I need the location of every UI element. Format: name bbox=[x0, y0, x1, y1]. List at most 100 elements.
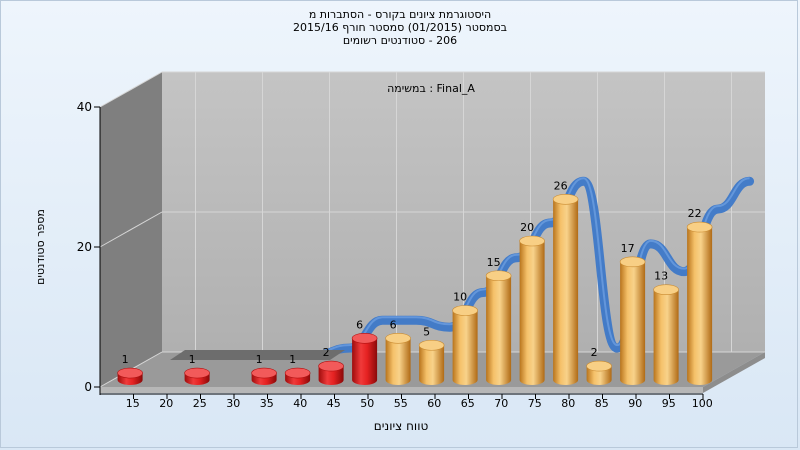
bar: 6 bbox=[385, 318, 411, 385]
trend-ribbon bbox=[170, 176, 755, 360]
x-tick-label: 60 bbox=[427, 397, 441, 410]
bar: 22 bbox=[686, 207, 713, 385]
x-tick-label: 90 bbox=[628, 397, 642, 410]
x-tick-label: 30 bbox=[226, 397, 240, 410]
bar-top bbox=[184, 367, 210, 379]
bar: 5 bbox=[418, 325, 445, 385]
x-tick-label: 25 bbox=[193, 397, 207, 410]
bar-value-label: 22 bbox=[688, 207, 702, 220]
bar-top bbox=[519, 235, 545, 247]
bar-top bbox=[251, 367, 277, 379]
bar-top bbox=[619, 256, 646, 268]
bar: 13 bbox=[653, 270, 679, 385]
bar-body bbox=[519, 241, 545, 385]
chart-title-line-1: היסטוגרמת ציונים בקורס - הסתברות מ bbox=[308, 8, 492, 21]
x-tick-label: 100 bbox=[692, 397, 713, 410]
bar-top bbox=[284, 367, 311, 379]
bar-body bbox=[385, 338, 411, 385]
bar-body bbox=[653, 289, 679, 385]
x-tick-label: 35 bbox=[260, 397, 274, 410]
y-tick-label: 0 bbox=[84, 380, 92, 394]
bar-body bbox=[419, 345, 445, 385]
bar-top bbox=[485, 270, 512, 282]
bar: 1 bbox=[284, 353, 311, 385]
chart-subtitle: Final_A : במשימה bbox=[387, 82, 475, 95]
bar-value-label: 1 bbox=[122, 353, 129, 366]
bar-top bbox=[586, 360, 612, 372]
bar-top bbox=[117, 367, 143, 379]
bar-body bbox=[452, 310, 478, 385]
bar-value-label: 2 bbox=[591, 346, 598, 359]
bar: 10 bbox=[452, 291, 478, 385]
trend-line-highlight bbox=[315, 177, 750, 354]
bar-body bbox=[553, 199, 579, 385]
baseline-shelf bbox=[170, 350, 345, 360]
bar-value-label: 2 bbox=[323, 346, 330, 359]
bar-body bbox=[352, 338, 378, 385]
x-tick-label: 40 bbox=[293, 397, 307, 410]
floor-right-edge bbox=[703, 352, 765, 393]
bar-value-label: 1 bbox=[189, 353, 196, 366]
bar-value-label: 1 bbox=[289, 353, 296, 366]
bar-top bbox=[385, 332, 411, 344]
bar-top bbox=[351, 332, 378, 344]
x-tick-label: 75 bbox=[528, 397, 542, 410]
x-tick-label: 95 bbox=[662, 397, 676, 410]
x-tick-label: 50 bbox=[360, 397, 374, 410]
bar-body bbox=[586, 366, 612, 385]
bar-top bbox=[418, 339, 445, 351]
x-tick-label: 55 bbox=[394, 397, 408, 410]
x-tick-label: 80 bbox=[561, 397, 575, 410]
bar: 1 bbox=[117, 353, 143, 385]
bar-value-label: 20 bbox=[520, 221, 534, 234]
bar-value-label: 10 bbox=[453, 291, 467, 304]
bar-top bbox=[686, 221, 713, 233]
y-axis-title: מספר סטודנטים bbox=[34, 209, 47, 285]
y-tick-label: 20 bbox=[77, 240, 92, 254]
floor-front-edge bbox=[100, 387, 703, 393]
bar-value-label: 5 bbox=[423, 325, 430, 338]
bar-body bbox=[620, 261, 646, 385]
bar-value-label: 6 bbox=[390, 318, 397, 331]
bar: 2 bbox=[318, 346, 344, 385]
trend-line bbox=[311, 176, 755, 360]
bar-body bbox=[318, 366, 344, 385]
x-tick-label: 20 bbox=[159, 397, 173, 410]
bar-value-label: 13 bbox=[654, 270, 668, 283]
bar-body bbox=[486, 275, 512, 385]
y-tick-label: 40 bbox=[77, 100, 92, 114]
bar: 26 bbox=[552, 179, 579, 385]
bar: 17 bbox=[619, 242, 646, 385]
x-tick-label: 70 bbox=[494, 397, 508, 410]
bar-body bbox=[687, 227, 713, 385]
bar: 6 bbox=[351, 318, 378, 385]
bar-value-label: 26 bbox=[554, 179, 568, 192]
bar-value-label: 17 bbox=[621, 242, 635, 255]
x-tick-label: 45 bbox=[327, 397, 341, 410]
x-tick-label: 65 bbox=[461, 397, 475, 410]
bar: 1 bbox=[251, 353, 277, 385]
bar: 15 bbox=[485, 256, 512, 385]
grid-line-side bbox=[99, 211, 163, 248]
bar-top bbox=[318, 360, 344, 372]
bar: 1 bbox=[184, 353, 210, 385]
bar-top bbox=[552, 194, 579, 205]
x-axis-title: טווח ציונים bbox=[374, 419, 429, 433]
bar-top bbox=[452, 305, 478, 316]
bar: 20 bbox=[519, 221, 545, 385]
bar: 2 bbox=[586, 346, 612, 385]
chart-title-block: היסטוגרמת ציונים בקורס - הסתברות מ בסמסט… bbox=[0, 8, 800, 47]
x-tick-label: 85 bbox=[595, 397, 609, 410]
chart-title-line-2: בסמסטר (01/2015) סמסטר חורף 2015/16 bbox=[293, 21, 507, 34]
grid-line-side bbox=[99, 71, 163, 108]
bar-top bbox=[653, 284, 679, 295]
bar-value-label: 6 bbox=[356, 318, 363, 331]
bar-value-label: 1 bbox=[256, 353, 263, 366]
x-tick-label: 15 bbox=[126, 397, 140, 410]
chart-title-line-3: 206 - סטודנטים רשומים bbox=[342, 34, 458, 47]
bar-value-label: 15 bbox=[487, 256, 501, 269]
